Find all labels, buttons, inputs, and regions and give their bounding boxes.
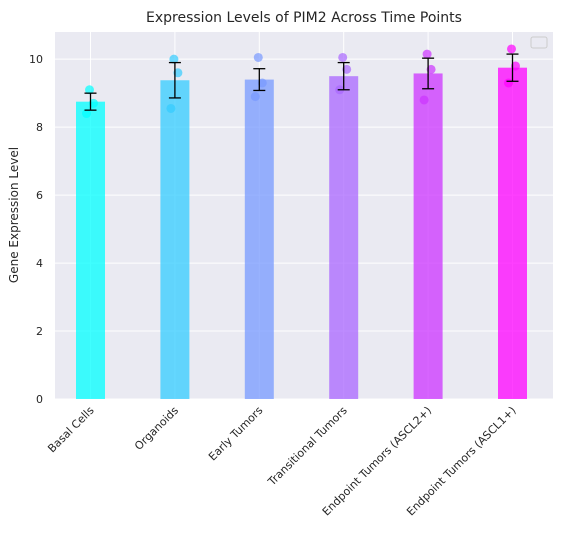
y-ticks: 0 2 4 6 8 10 (29, 53, 43, 406)
data-point (504, 78, 513, 87)
bar (498, 68, 527, 399)
bar (414, 73, 443, 399)
x-tick-label: Organoids (132, 404, 181, 453)
y-tick-label: 4 (36, 257, 43, 270)
x-tick-label: Early Tumors (206, 404, 266, 464)
bar (329, 76, 358, 399)
y-tick-label: 0 (36, 393, 43, 406)
y-tick-label: 8 (36, 121, 43, 134)
data-point (507, 44, 516, 53)
plot-background (55, 32, 553, 399)
data-point (420, 95, 429, 104)
x-tick-label: Basal Cells (45, 404, 97, 456)
x-ticks: Basal Cells Organoids Early Tumors Transiti… (45, 404, 518, 519)
chart-title: Expression Levels of PIM2 Across Time Po… (146, 10, 462, 26)
data-point (423, 50, 432, 59)
y-tick-label: 10 (29, 53, 43, 66)
x-tick-label: Transitional Tumors (265, 404, 350, 489)
legend-box (531, 37, 547, 48)
bar (160, 80, 189, 399)
data-point (338, 53, 347, 62)
data-point (254, 53, 263, 62)
data-point (166, 104, 175, 113)
bar (245, 80, 274, 399)
y-tick-label: 2 (36, 325, 43, 338)
bar (76, 102, 105, 399)
y-axis-label: Gene Expression Level (7, 147, 21, 283)
y-tick-label: 6 (36, 189, 43, 202)
data-point (251, 92, 260, 101)
